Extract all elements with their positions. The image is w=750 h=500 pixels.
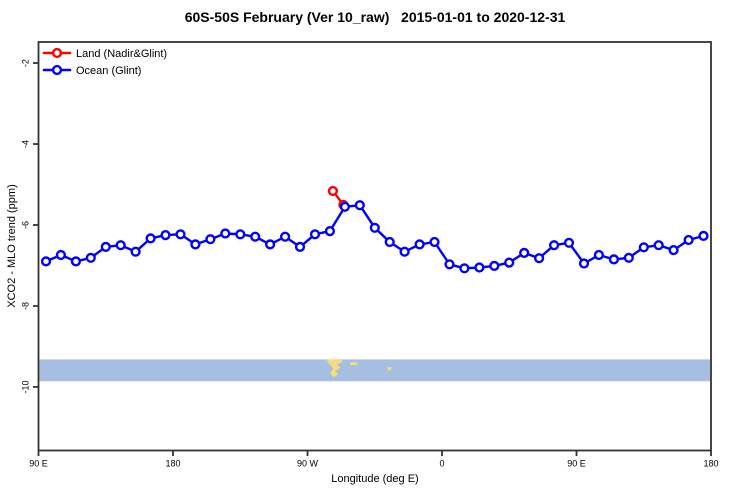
ocean-series-point	[459, 263, 470, 274]
x-tick-label: 90 E	[567, 459, 586, 469]
y-tick-label: -2	[21, 59, 31, 67]
ocean-series-point	[55, 249, 67, 261]
land-series-point	[327, 185, 339, 197]
ocean-series-point	[339, 201, 351, 212]
ocean-series-point	[354, 200, 365, 211]
x-tick-label: 180	[703, 459, 718, 469]
ocean-series-point	[548, 240, 560, 251]
y-tick-label: -6	[21, 221, 31, 229]
ocean-series-point	[533, 253, 545, 264]
ocean-series-point	[653, 240, 664, 251]
ocean-series-point	[623, 252, 634, 263]
x-tick-label: 0	[439, 459, 444, 469]
map-strip-ocean	[39, 359, 710, 382]
ocean-series-point	[145, 233, 156, 244]
ocean-series-point	[250, 231, 261, 242]
map-strip-land-patch	[350, 362, 358, 366]
legend-label: Land (Nadir&Glint)	[76, 48, 167, 60]
legend-swatch-marker	[51, 47, 63, 59]
ocean-series-point	[100, 241, 111, 253]
ocean-series-point	[324, 226, 336, 237]
ocean-series-point	[668, 245, 679, 256]
ocean-series-point	[369, 222, 380, 233]
ocean-series-point	[489, 260, 500, 272]
ocean-series-point	[70, 256, 82, 267]
ocean-series-point	[384, 236, 395, 248]
ocean-series-point	[683, 234, 694, 246]
ocean-series-point	[220, 228, 231, 239]
ocean-series-point	[190, 239, 201, 250]
ocean-series-point	[444, 259, 455, 270]
ocean-series-point	[294, 241, 306, 253]
ocean-series-point	[235, 229, 246, 240]
ocean-series-point	[698, 230, 709, 242]
y-tick-label: -10	[21, 380, 31, 393]
legend-swatch-marker	[51, 64, 63, 76]
x-tick-label: 90 W	[297, 459, 319, 469]
ocean-series-point	[85, 252, 96, 263]
ocean-series-point	[638, 242, 649, 253]
ocean-series-point	[115, 240, 126, 251]
ocean-series-point	[593, 249, 605, 261]
ocean-series-point	[414, 239, 425, 250]
x-tick-label: 90 E	[29, 459, 48, 469]
ocean-series-point	[205, 234, 216, 245]
ocean-series-point	[563, 237, 575, 248]
ocean-series-point	[578, 258, 590, 269]
x-axis-title: Longitude (deg E)	[331, 473, 419, 485]
plot-border	[37, 41, 712, 452]
ocean-series-line	[44, 203, 705, 270]
ocean-series-point	[280, 231, 291, 242]
map-strip-land-patch	[327, 359, 343, 378]
chart-title: 60S-50S February (Ver 10_raw) 2015-01-01…	[184, 9, 566, 25]
ocean-series-point	[40, 256, 52, 267]
ocean-series-point	[130, 246, 141, 257]
ocean-series-point	[429, 236, 440, 248]
y-tick-label: -4	[21, 140, 31, 148]
x-tick-label: 180	[165, 459, 180, 469]
ocean-series-point	[519, 247, 530, 259]
ocean-series-point	[160, 230, 171, 241]
ocean-series-point	[399, 246, 410, 257]
ocean-series-point	[265, 239, 276, 250]
ocean-series-point	[309, 229, 321, 240]
map-strip-land-patch	[387, 367, 392, 371]
ocean-series-point	[608, 254, 620, 265]
ocean-series-point	[504, 257, 515, 268]
ocean-series-point	[474, 262, 485, 273]
legend-label: Ocean (Glint)	[76, 65, 141, 77]
y-tick-label: -8	[21, 302, 31, 310]
ocean-series-point	[175, 229, 186, 240]
